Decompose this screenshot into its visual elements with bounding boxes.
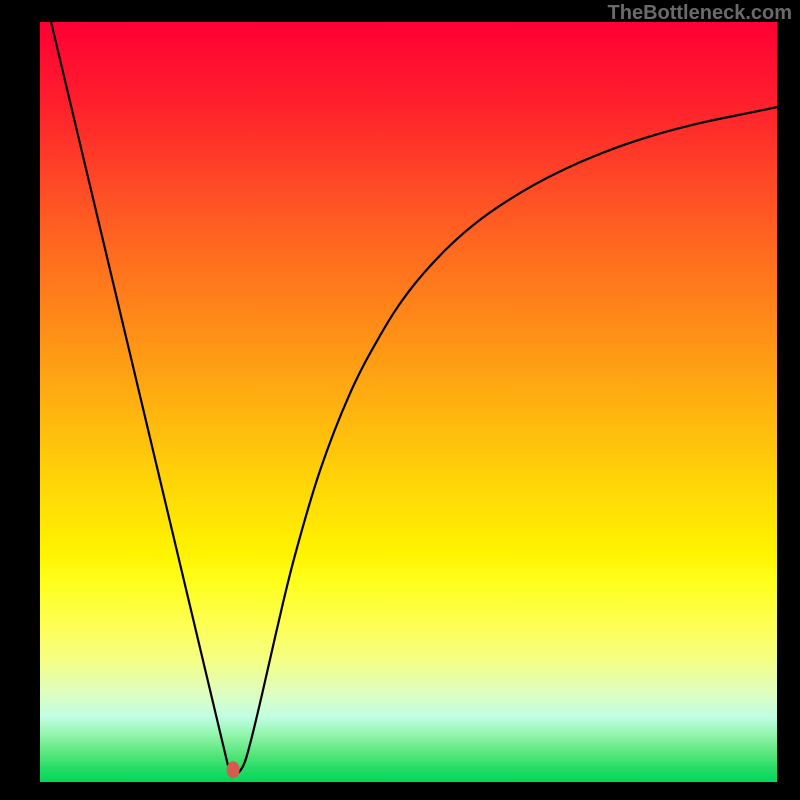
plot-area xyxy=(40,22,777,782)
vertex-marker xyxy=(227,762,239,778)
plot-background xyxy=(40,22,777,782)
chart-outer: TheBottleneck.com xyxy=(0,0,800,800)
curve-layer xyxy=(40,22,777,782)
